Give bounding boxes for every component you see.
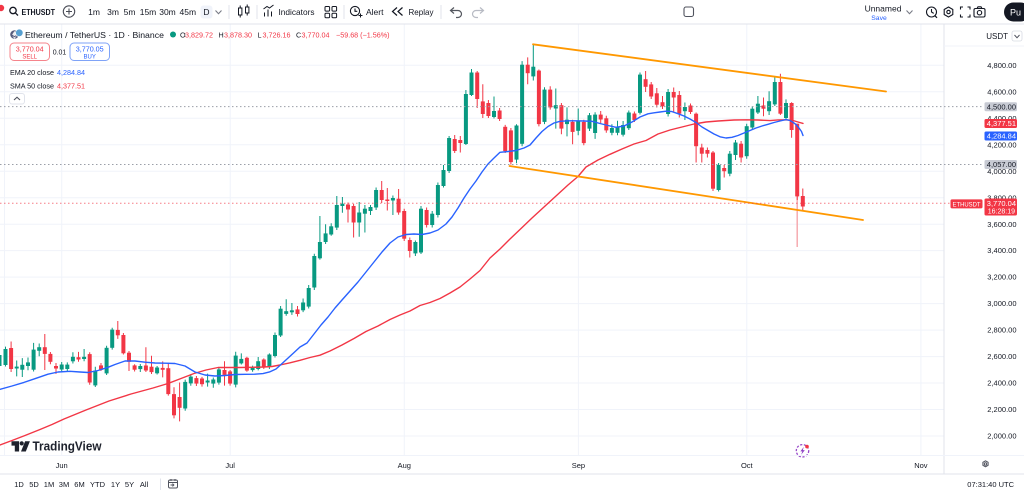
svg-text:ETHUSDT: ETHUSDT <box>22 7 56 17</box>
svg-text:4,400.00: 4,400.00 <box>987 114 1016 123</box>
svg-text:−59.68 (−1.56%): −59.68 (−1.56%) <box>336 30 390 39</box>
svg-text:BUY: BUY <box>84 54 96 60</box>
svg-text:3,770.04: 3,770.04 <box>302 30 330 39</box>
svg-text:3,770.04: 3,770.04 <box>987 199 1016 208</box>
svg-text:30m: 30m <box>159 7 176 17</box>
svg-text:15m: 15m <box>140 7 157 17</box>
svg-text:4,800.00: 4,800.00 <box>987 61 1016 70</box>
svg-text:D: D <box>203 7 209 17</box>
svg-text:4,284.84: 4,284.84 <box>987 132 1016 141</box>
svg-text:H: H <box>219 30 224 39</box>
svg-text:3,800.00: 3,800.00 <box>987 193 1016 202</box>
svg-text:0.01: 0.01 <box>53 50 67 57</box>
svg-text:3,770.04: 3,770.04 <box>16 44 44 53</box>
svg-text:O: O <box>180 30 186 39</box>
svg-text:ETHUSDT: ETHUSDT <box>953 202 981 209</box>
svg-text:3,829.72: 3,829.72 <box>185 30 213 39</box>
svg-text:3M: 3M <box>59 480 69 489</box>
svg-text:2,000.00: 2,000.00 <box>987 432 1016 441</box>
svg-text:Indicators: Indicators <box>279 7 315 17</box>
svg-text:Replay: Replay <box>409 7 435 17</box>
svg-text:07:31:40 UTC: 07:31:40 UTC <box>967 480 1014 489</box>
svg-text:3,878.30: 3,878.30 <box>224 30 252 39</box>
svg-text:Ethereum / TetherUS · 1D · Bin: Ethereum / TetherUS · 1D · Binance <box>25 30 164 40</box>
svg-text:1Y: 1Y <box>111 480 120 489</box>
svg-text:1m: 1m <box>88 7 100 17</box>
svg-text:Aug: Aug <box>398 461 411 470</box>
svg-text:2,200.00: 2,200.00 <box>987 405 1016 414</box>
svg-text:45m: 45m <box>180 7 197 17</box>
svg-text:5m: 5m <box>124 7 136 17</box>
svg-text:3,600.00: 3,600.00 <box>987 220 1016 229</box>
svg-text:Save: Save <box>871 15 887 22</box>
svg-text:Alert: Alert <box>366 7 384 17</box>
svg-text:3,400.00: 3,400.00 <box>987 246 1016 255</box>
svg-text:1M: 1M <box>44 480 54 489</box>
svg-text:Nov: Nov <box>914 461 928 470</box>
svg-text:2,800.00: 2,800.00 <box>987 326 1016 335</box>
svg-text:5Y: 5Y <box>125 480 134 489</box>
svg-text:SMA 50 close: SMA 50 close <box>10 82 54 91</box>
svg-text:4,500.00: 4,500.00 <box>987 102 1016 111</box>
svg-text:Oct: Oct <box>741 461 754 470</box>
svg-text:4,284.84: 4,284.84 <box>57 68 85 77</box>
svg-text:6M: 6M <box>74 480 84 489</box>
svg-text:4,377.51: 4,377.51 <box>987 119 1016 128</box>
svg-text:2,600.00: 2,600.00 <box>987 352 1016 361</box>
svg-text:5D: 5D <box>29 480 39 489</box>
svg-text:2,400.00: 2,400.00 <box>987 379 1016 388</box>
svg-text:Pu: Pu <box>1010 8 1021 18</box>
svg-text:4,200.00: 4,200.00 <box>987 140 1016 149</box>
svg-text:3,726.16: 3,726.16 <box>263 30 291 39</box>
svg-text:1D: 1D <box>14 480 24 489</box>
svg-text:3,200.00: 3,200.00 <box>987 273 1016 282</box>
svg-text:4,000.00: 4,000.00 <box>987 167 1016 176</box>
svg-text:YTD: YTD <box>90 480 106 489</box>
svg-text:4,377.51: 4,377.51 <box>57 82 85 91</box>
svg-text:Jun: Jun <box>56 461 68 470</box>
svg-text:Jul: Jul <box>225 461 235 470</box>
svg-text:4,057.00: 4,057.00 <box>987 160 1016 169</box>
svg-text:SELL: SELL <box>22 54 37 60</box>
svg-text:L: L <box>258 30 262 39</box>
svg-text:Sep: Sep <box>572 461 585 470</box>
svg-text:TradingView: TradingView <box>33 440 102 454</box>
svg-text:EMA 20 close: EMA 20 close <box>10 68 54 77</box>
svg-text:USDT: USDT <box>986 32 1008 41</box>
svg-text:Unnamed: Unnamed <box>865 4 902 14</box>
svg-text:3,770.05: 3,770.05 <box>76 44 104 53</box>
svg-text:3,000.00: 3,000.00 <box>987 299 1016 308</box>
svg-text:All: All <box>140 480 149 489</box>
svg-text:16:28:19: 16:28:19 <box>988 209 1015 216</box>
svg-text:C: C <box>296 30 301 39</box>
svg-text:3m: 3m <box>107 7 119 17</box>
svg-text:4,600.00: 4,600.00 <box>987 87 1016 96</box>
